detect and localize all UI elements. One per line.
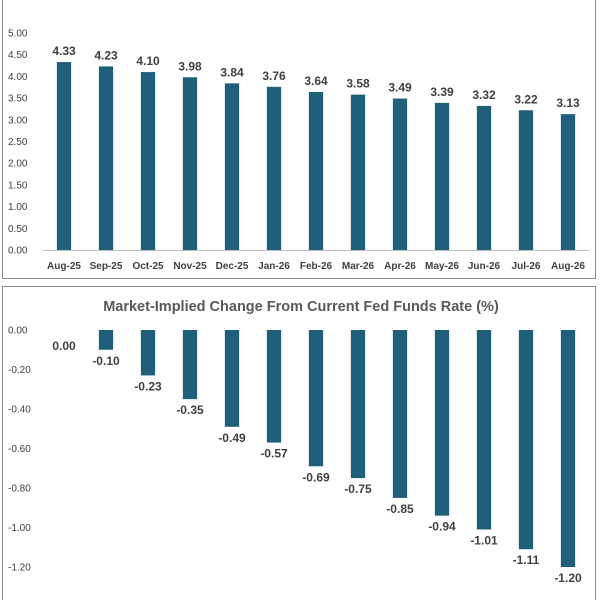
bar (98, 330, 114, 350)
bar (476, 105, 492, 250)
data-label: -1.01 (470, 533, 498, 547)
y-tick-label: 1.50 (8, 180, 28, 191)
x-tick-label: Nov-25 (173, 261, 207, 272)
bar (224, 330, 240, 427)
data-label: -0.10 (92, 354, 120, 368)
bar (392, 330, 408, 498)
data-label: 4.33 (52, 44, 76, 58)
bar (266, 86, 282, 250)
x-tick-label: Mar-26 (342, 261, 375, 272)
data-label: -0.69 (302, 470, 330, 484)
data-label: 3.58 (346, 77, 370, 91)
bar (98, 66, 114, 250)
bar (350, 330, 366, 479)
bar (350, 94, 366, 251)
x-tick-label: Aug-26 (551, 261, 585, 272)
data-label: 3.64 (304, 74, 328, 88)
bar (518, 110, 534, 250)
upcoming-rates-chart-panel: 0.00 0.50 1.00 1.50 2.00 2.50 3.00 3.50 4.00 4.50… (2, 0, 596, 279)
data-label: -0.49 (218, 431, 246, 445)
chart-title: Market-Implied Change From Current Fed F… (103, 299, 499, 315)
data-label: 3.84 (220, 65, 244, 79)
bar (182, 77, 198, 250)
rate-change-chart-panel: Market-Implied Change From Current Fed F… (2, 286, 596, 600)
bar (182, 330, 198, 400)
bar (434, 102, 450, 251)
data-label: 4.10 (136, 54, 160, 68)
data-label: -0.35 (176, 403, 204, 417)
bar (476, 330, 492, 530)
data-label: 3.13 (556, 96, 580, 110)
data-label: 3.98 (178, 59, 202, 73)
bar (434, 330, 450, 516)
data-label: 3.49 (388, 81, 412, 95)
bar (392, 98, 408, 250)
data-label: -0.23 (134, 379, 162, 393)
data-label: 3.22 (514, 92, 538, 106)
data-label: -0.94 (428, 520, 456, 534)
y-tick-label: 5.00 (8, 29, 28, 40)
data-label: -0.75 (344, 482, 372, 496)
x-tick-label: Dec-25 (216, 261, 249, 272)
bar (560, 114, 576, 251)
x-tick-label: Jun-26 (468, 261, 501, 272)
bar (266, 330, 282, 443)
y-tick-label: 1.00 (8, 202, 28, 213)
bar (518, 330, 534, 550)
data-label: -0.57 (260, 447, 288, 461)
y-tick-label: -1.00 (8, 523, 31, 534)
y-tick-label: 3.00 (8, 115, 28, 126)
bar (140, 330, 156, 376)
x-tick-label: May-26 (425, 261, 459, 272)
x-tick-label: Sep-25 (90, 261, 123, 272)
x-tick-label: Jul-26 (512, 261, 541, 272)
data-label: 3.32 (472, 88, 496, 102)
data-label: -1.20 (554, 571, 582, 585)
y-tick-label: 4.00 (8, 72, 28, 83)
bar (560, 330, 576, 567)
data-label: 3.76 (262, 69, 286, 83)
y-tick-label: 2.00 (8, 159, 28, 170)
y-tick-label: -0.80 (8, 484, 31, 495)
data-label: 4.23 (94, 48, 118, 62)
x-tick-label: Aug-25 (47, 261, 81, 272)
bar (308, 330, 324, 467)
y-tick-label: 0.00 (8, 326, 28, 337)
x-tick-label: Apr-26 (384, 261, 416, 272)
data-label: -1.11 (513, 553, 540, 567)
bar (308, 92, 324, 250)
data-label: -0.85 (386, 502, 414, 516)
data-label: 3.39 (430, 85, 454, 99)
y-tick-label: 2.50 (8, 137, 28, 148)
y-tick-label: 0.50 (8, 224, 28, 235)
rate-change-chart: Market-Implied Change From Current Fed F… (8, 299, 582, 585)
y-tick-label: 3.50 (8, 94, 28, 105)
x-tick-label: Jan-26 (258, 261, 290, 272)
data-label: 0.00 (52, 339, 76, 353)
bar (140, 72, 156, 250)
y-tick-label: -0.40 (8, 405, 31, 416)
y-tick-label: -0.20 (8, 365, 31, 376)
x-tick-label: Oct-25 (132, 261, 164, 272)
y-tick-label: -1.20 (8, 563, 31, 574)
y-tick-label: -0.60 (8, 444, 31, 455)
bar (224, 83, 240, 251)
upcoming-rates-chart: 0.00 0.50 1.00 1.50 2.00 2.50 3.00 3.50 4.00 4.50… (8, 29, 589, 272)
y-tick-label: 0.00 (8, 246, 28, 257)
x-tick-label: Feb-26 (300, 261, 333, 272)
y-tick-label: 4.50 (8, 50, 28, 61)
bar (56, 62, 72, 250)
